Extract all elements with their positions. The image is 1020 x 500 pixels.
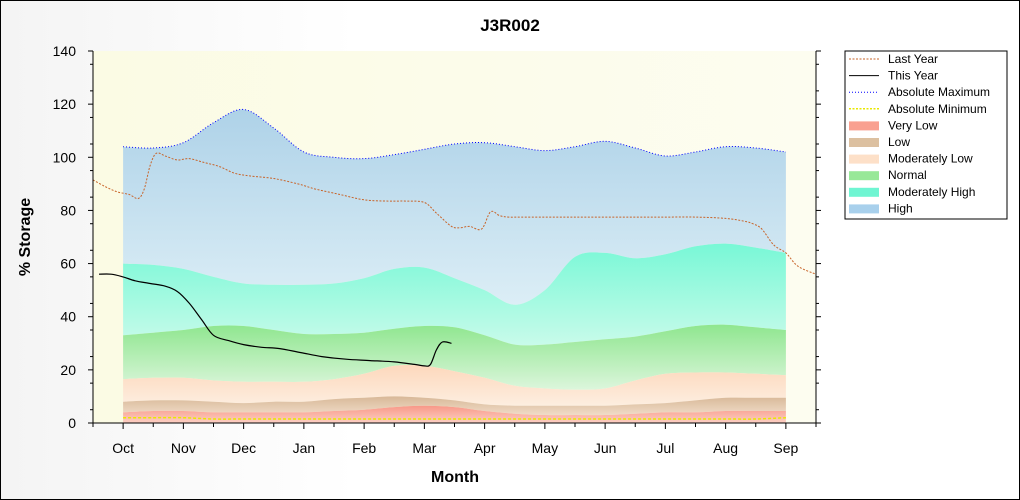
band-moderately-high: [123, 243, 786, 346]
y-tick-label: 40: [60, 309, 76, 325]
legend-swatch: [849, 154, 879, 164]
legend-label: Moderately High: [888, 185, 975, 199]
x-tick-label: Sep: [773, 440, 798, 456]
legend-entry: Moderately Low: [849, 152, 973, 166]
legend-swatch: [849, 171, 879, 181]
legend-entry: Very Low: [849, 118, 938, 132]
percentile-bands: [123, 109, 786, 423]
x-axis-ticks: Oct Nov Dec Jan Feb Mar Apr May Jun Jul Aug Sep: [92, 423, 817, 456]
band-high: [123, 109, 786, 305]
band-moderately-low: [123, 365, 786, 406]
legend-label: Very Low: [888, 118, 938, 132]
y-tick-label: 100: [53, 149, 77, 165]
last-year-line: [92, 152, 817, 275]
legend-entry: Absolute Maximum: [849, 85, 990, 99]
y-tick-label: 60: [60, 256, 76, 272]
legend: Last Year This Year Absolute Maximum Absolu…: [844, 50, 1008, 220]
x-tick-label: Jan: [293, 440, 316, 456]
legend-entry: Normal: [849, 168, 927, 182]
x-tick-label: Mar: [412, 440, 436, 456]
y-axis-title: % Storage: [17, 198, 34, 276]
x-tick-label: Dec: [231, 440, 256, 456]
legend-label: Moderately Low: [888, 152, 973, 166]
legend-entry: Last Year: [849, 52, 938, 66]
absolute-minimum-line: [123, 416, 786, 420]
x-tick-label: Nov: [171, 440, 196, 456]
x-tick-label: Apr: [474, 440, 496, 456]
y-tick-label: 80: [60, 202, 76, 218]
legend-swatch: [849, 204, 879, 214]
x-tick-label: Feb: [352, 440, 376, 456]
this-year-line: [98, 273, 452, 367]
x-tick-label: Aug: [713, 440, 738, 456]
x-tick-label: Jul: [656, 440, 674, 456]
y-tick-label: 20: [60, 362, 76, 378]
x-axis-title: Month: [431, 469, 479, 486]
legend-entry: This Year: [849, 69, 938, 83]
legend-entry: Moderately High: [849, 185, 975, 199]
legend-swatch: [849, 187, 879, 197]
y-axis-ticks: 0 20 40 60 80 100 120 140: [53, 43, 821, 431]
legend-label: Low: [888, 135, 910, 149]
band-normal: [123, 324, 786, 390]
legend-label: Normal: [888, 168, 927, 182]
legend-swatch: [849, 121, 879, 131]
y-tick-label: 120: [53, 96, 77, 112]
legend-entry: Absolute Minimum: [849, 102, 987, 116]
absolute-maximum-line: [123, 108, 786, 160]
legend-label: Absolute Maximum: [888, 85, 990, 99]
series-lines: [92, 108, 817, 420]
chart-title: J3R002: [480, 16, 540, 35]
x-tick-label: Jun: [594, 440, 617, 456]
x-tick-label: May: [532, 440, 558, 456]
legend-swatch: [849, 138, 879, 147]
y-tick-label: 140: [53, 43, 77, 59]
legend-label: High: [888, 201, 913, 215]
x-tick-label: Oct: [112, 440, 134, 456]
legend-entry: High: [849, 201, 913, 215]
y-tick-label: 0: [68, 415, 76, 431]
legend-label: This Year: [888, 69, 938, 83]
legend-label: Absolute Minimum: [888, 102, 987, 116]
legend-label: Last Year: [888, 52, 938, 66]
band-low: [123, 396, 786, 416]
legend-entry: Low: [849, 135, 910, 149]
